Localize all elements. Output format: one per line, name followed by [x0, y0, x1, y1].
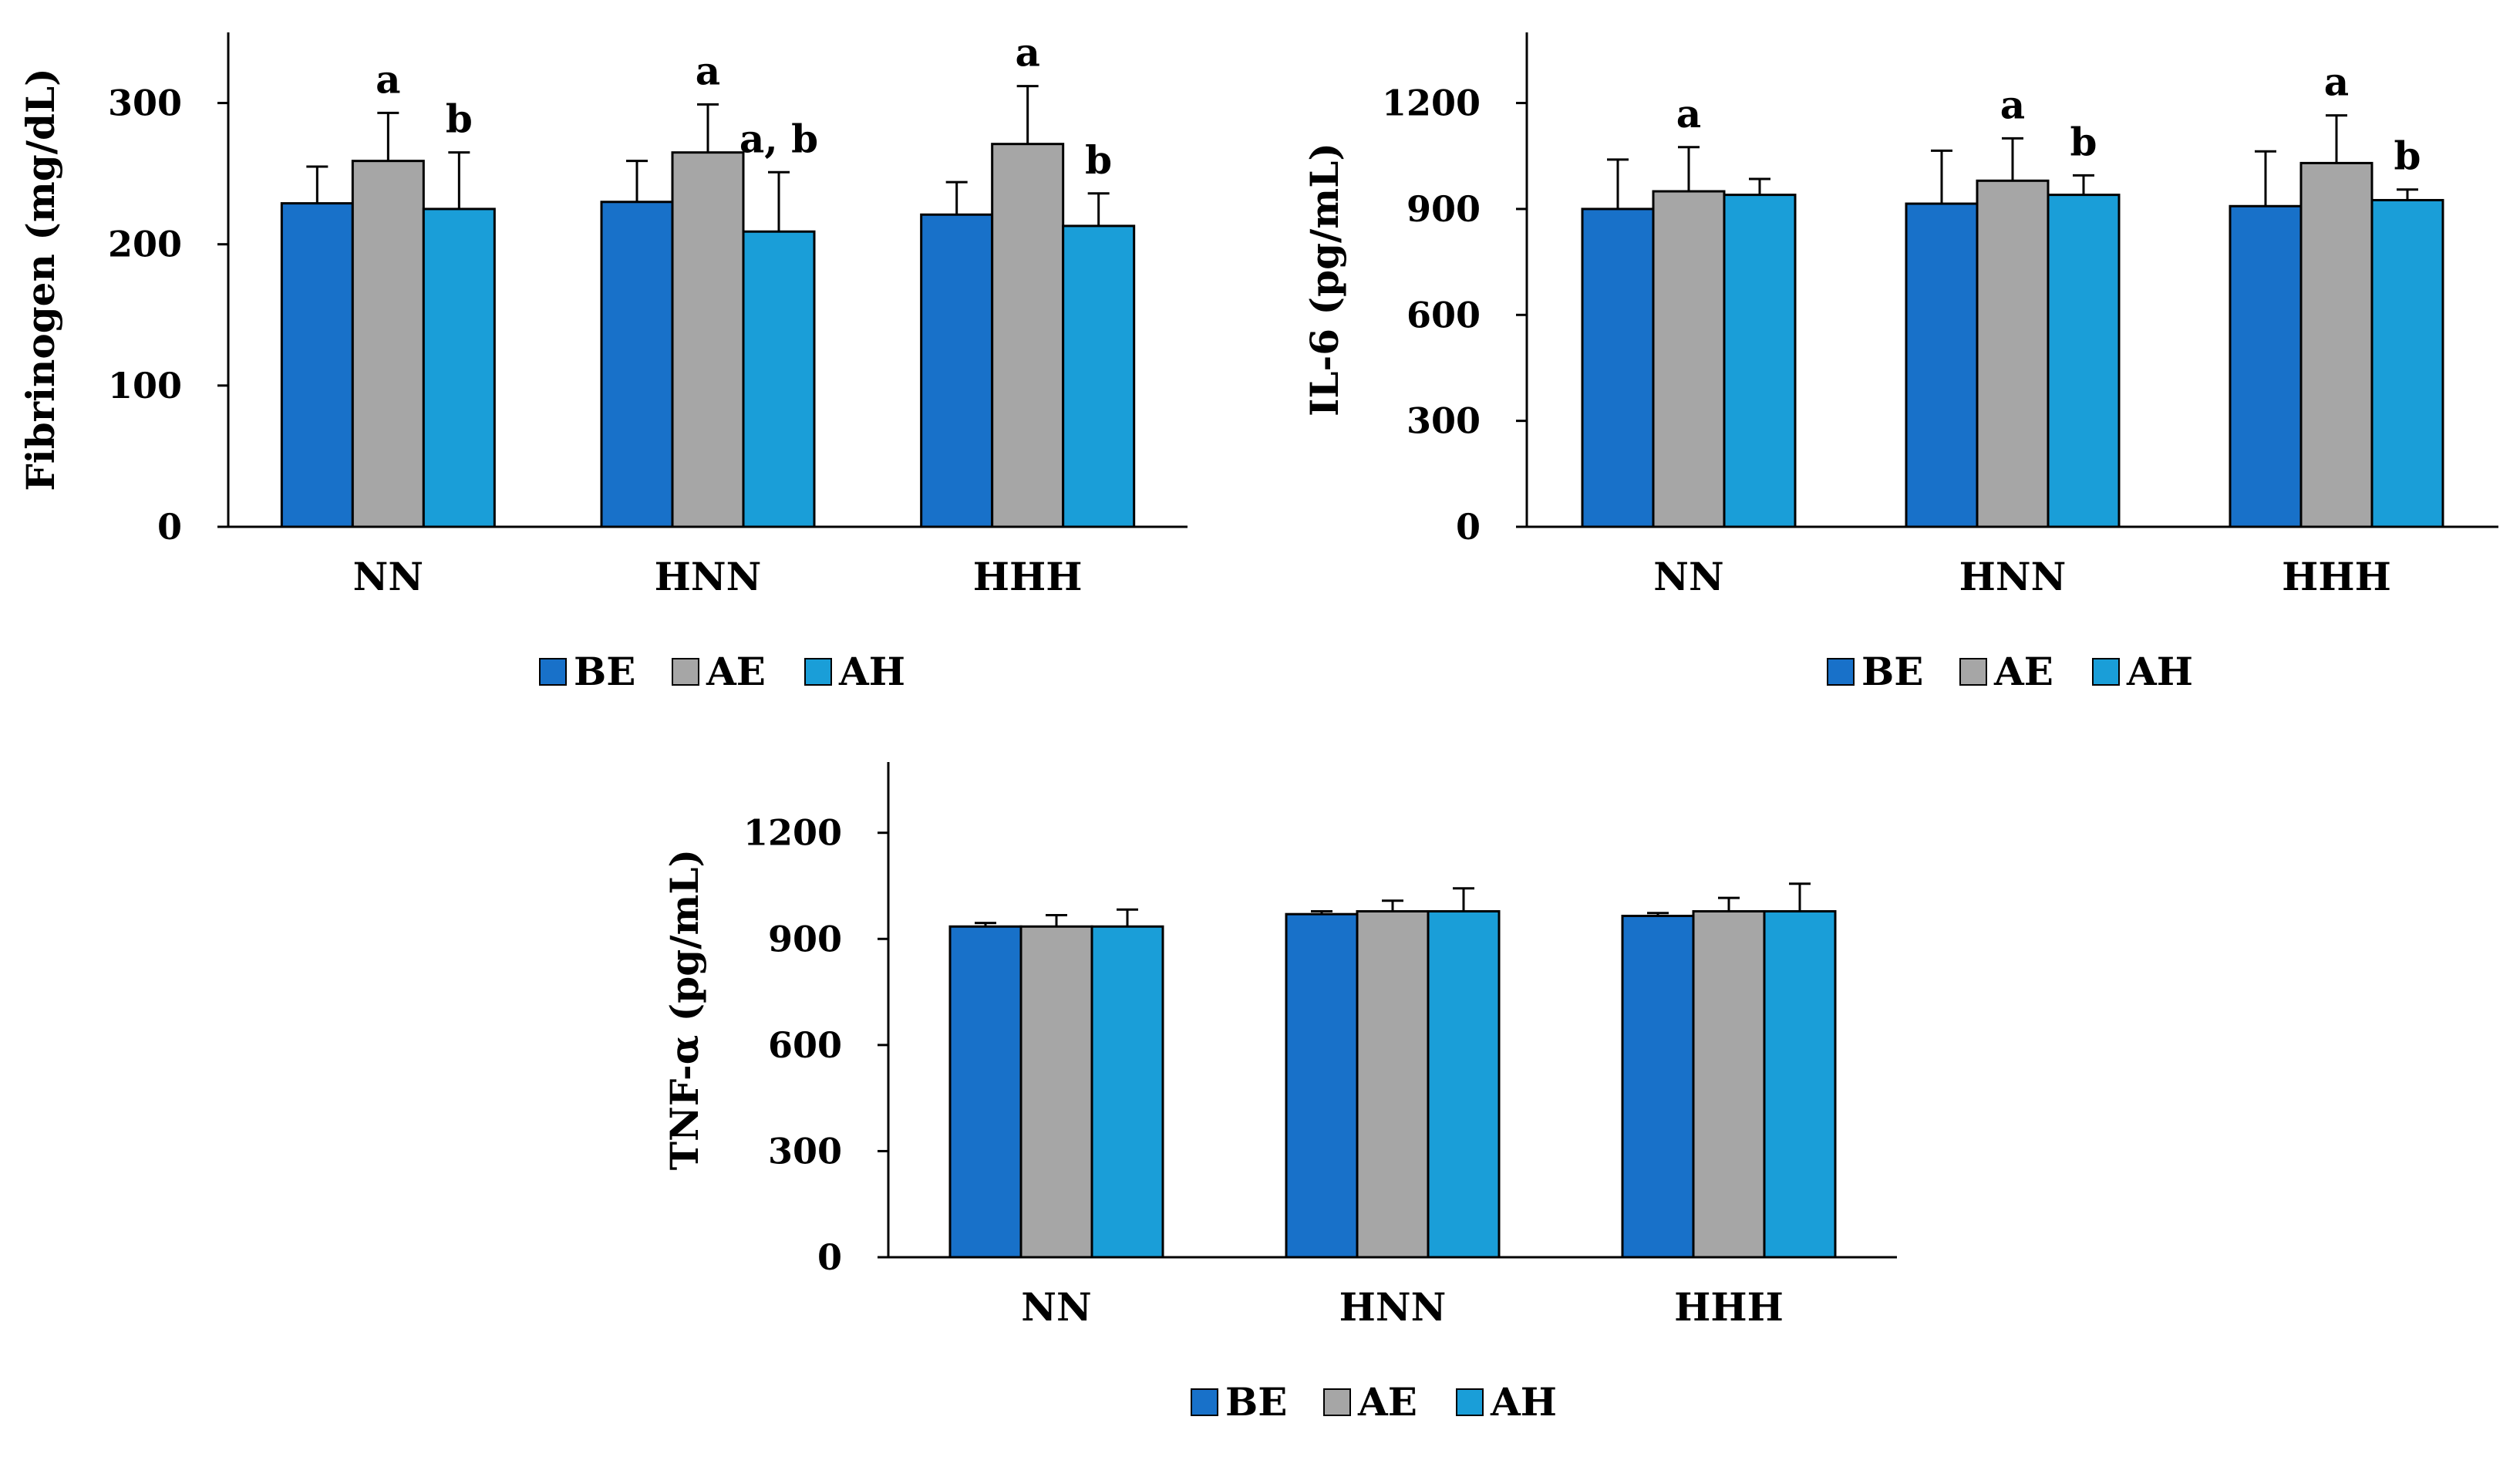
y-axis-title: TNF-α (pg/mL) [662, 849, 707, 1170]
x-category-label: NN [353, 554, 423, 599]
y-tick-label: 0 [157, 506, 182, 548]
bar-nn-be [948, 925, 1022, 1259]
y-tick-label: 600 [768, 1024, 842, 1066]
bar-hnn-ah [742, 230, 816, 528]
bar-hnn-ae [671, 151, 745, 528]
bar-nn-ah [1723, 194, 1797, 528]
bar-hnn-ae [1976, 179, 2050, 528]
y-tick-label: 0 [817, 1236, 842, 1278]
x-category-label: HHH [973, 554, 1083, 599]
bar-hhh-ah [2370, 198, 2444, 528]
legend-swatch-ae [1959, 658, 1987, 686]
x-category-label: HNN [1339, 1284, 1447, 1330]
significance-label: b [2394, 133, 2421, 179]
bar-hhh-ah [1062, 224, 1136, 528]
legend-label-ah: AH [1490, 1379, 1557, 1425]
bar-nn-ae [1652, 190, 1726, 528]
x-category-label: HNN [1959, 554, 2067, 599]
legend-label-ae: AE [1357, 1379, 1417, 1425]
legend-swatch-be [1191, 1388, 1218, 1416]
bar-hhh-be [2229, 204, 2303, 528]
significance-label: a [2324, 59, 2349, 105]
y-tick-label: 300 [768, 1130, 842, 1172]
legend-swatch-ah [1456, 1388, 1484, 1416]
legend-swatch-be [539, 658, 567, 686]
bar-hnn-be [1905, 202, 1979, 528]
bar-hhh-ae [2299, 161, 2373, 528]
significance-label: b [1085, 137, 1112, 183]
legend-swatch-ae [1323, 1388, 1351, 1416]
significance-label: a [1015, 30, 1039, 76]
significance-label: a, b [739, 116, 818, 161]
legend: BE AE AH [539, 649, 905, 694]
bar-nn-be [280, 202, 354, 528]
bar-nn-ae [351, 160, 425, 528]
y-tick-label: 200 [108, 224, 182, 265]
legend: BE AE AH [1191, 1379, 1557, 1425]
legend-label-ah: AH [2126, 649, 2193, 694]
significance-label: a [2000, 82, 2025, 127]
y-tick-label: 600 [1407, 294, 1481, 336]
bar-nn-ah [1090, 925, 1164, 1259]
bar-hhh-be [1621, 914, 1695, 1259]
y-axis-title: IL-6 (pg/mL) [1302, 143, 1347, 417]
y-tick-label: 1200 [743, 812, 842, 854]
bar-hhh-ae [991, 143, 1065, 528]
legend-swatch-be [1827, 658, 1855, 686]
y-tick-label: 900 [1407, 188, 1481, 230]
bar-hnn-ah [1427, 910, 1501, 1259]
bar-nn-be [1581, 207, 1655, 528]
y-tick-label: 300 [1407, 400, 1481, 442]
bar-hhh-ah [1763, 910, 1837, 1259]
bar-hnn-be [1285, 912, 1359, 1259]
x-category-label: NN [1021, 1284, 1091, 1330]
significance-label: a [1676, 91, 1701, 137]
legend-label-ae: AE [1993, 649, 2053, 694]
legend-label-ae: AE [706, 649, 766, 694]
bar-hhh-be [920, 213, 994, 528]
significance-label: b [446, 96, 473, 142]
bar-hnn-be [600, 201, 674, 528]
x-category-label: HHH [1674, 1284, 1784, 1330]
bar-nn-ah [422, 207, 496, 528]
significance-label: a [376, 56, 400, 102]
y-tick-label: 900 [768, 918, 842, 960]
legend-swatch-ah [804, 658, 832, 686]
legend-swatch-ah [2092, 658, 2120, 686]
significance-label: a [696, 48, 720, 93]
legend-label-be: BE [1861, 649, 1923, 694]
x-category-label: NN [1653, 554, 1723, 599]
legend-label-be: BE [1225, 1379, 1287, 1425]
legend-label-be: BE [574, 649, 635, 694]
bar-hhh-ae [1692, 910, 1766, 1259]
bar-hnn-ae [1356, 910, 1430, 1259]
x-category-label: HHH [2282, 554, 2391, 599]
chart-panel-3: TNF-α (pg/mL) 0 300 600 900 1200 NN HNN HHH BE AE A… [662, 762, 1897, 1425]
x-category-label: HNN [655, 554, 762, 599]
y-tick-label: 300 [108, 83, 182, 124]
bar-hnn-ah [2047, 194, 2121, 528]
significance-label: b [2070, 119, 2097, 164]
y-axis-title: Fibrinogen (mg/dL) [18, 68, 63, 491]
legend-swatch-ae [672, 658, 699, 686]
y-tick-label: 0 [1456, 506, 1481, 548]
bar-nn-ae [1019, 925, 1093, 1259]
y-tick-label: 100 [108, 365, 182, 406]
legend-label-ah: AH [838, 649, 905, 694]
legend: BE AE AH [1827, 649, 2193, 694]
y-tick-label: 1200 [1382, 83, 1481, 124]
